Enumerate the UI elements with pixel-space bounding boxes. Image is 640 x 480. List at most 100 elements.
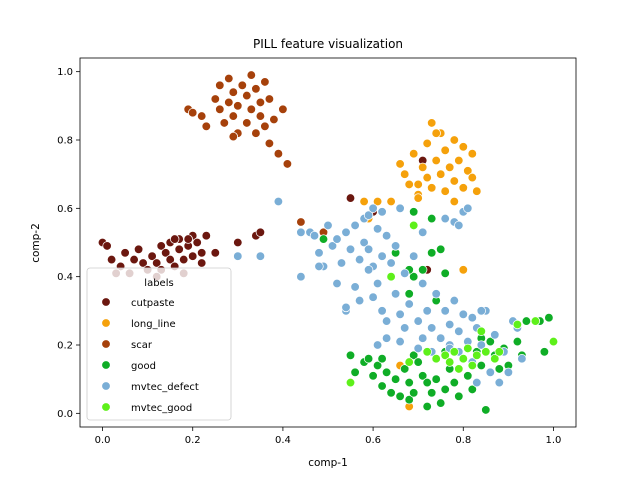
point-mvtec_defect-73 bbox=[440, 213, 450, 224]
point-mvtec_defect-61 bbox=[490, 330, 500, 340]
point-mvtec_defect-89 bbox=[476, 306, 486, 316]
point-long_line-20 bbox=[458, 142, 468, 152]
point-mvtec_good-4 bbox=[440, 350, 450, 360]
point-mvtec_defect-0 bbox=[273, 196, 284, 207]
point-long_line-18 bbox=[454, 155, 464, 166]
point-good-16 bbox=[409, 388, 419, 398]
x-tick-label: 0.0 bbox=[95, 435, 111, 446]
point-mvtec_defect-46 bbox=[440, 306, 450, 316]
point-mvtec_defect-7 bbox=[314, 248, 324, 258]
point-mvtec_defect-62 bbox=[494, 377, 504, 388]
point-long_line-21 bbox=[463, 166, 473, 176]
point-cutpaste-39 bbox=[102, 241, 112, 251]
point-mvtec_good-8 bbox=[458, 354, 468, 364]
x-tick-label: 1.0 bbox=[546, 435, 562, 446]
point-long_line-16 bbox=[449, 176, 459, 186]
y-tick-label: 0.6 bbox=[57, 204, 73, 215]
point-mvtec_defect-10 bbox=[327, 241, 338, 251]
point-good-15 bbox=[404, 395, 414, 405]
point-scar-2 bbox=[197, 111, 207, 121]
point-mvtec_defect-57 bbox=[472, 377, 482, 388]
point-cutpaste-24 bbox=[192, 237, 202, 248]
point-scar-7 bbox=[219, 118, 229, 128]
point-mvtec_defect-68 bbox=[368, 203, 378, 213]
point-scar-30 bbox=[282, 159, 293, 169]
point-good-11 bbox=[390, 374, 401, 384]
point-good-57 bbox=[422, 377, 432, 388]
point-long_line-2 bbox=[404, 179, 414, 190]
point-scar-22 bbox=[255, 111, 266, 121]
point-mvtec_defect-44 bbox=[431, 289, 441, 299]
point-scar-8 bbox=[224, 97, 234, 108]
legend-label-cutpaste: cutpaste bbox=[131, 298, 175, 309]
legend-label-good: good bbox=[131, 361, 156, 372]
point-long_line-3 bbox=[409, 149, 419, 159]
point-scar-3 bbox=[201, 121, 211, 131]
point-cutpaste-13 bbox=[161, 248, 171, 258]
point-scar-18 bbox=[246, 104, 256, 114]
point-good-2 bbox=[350, 367, 360, 377]
point-scar-15 bbox=[242, 90, 252, 101]
point-mvtec_good-12 bbox=[476, 326, 486, 336]
point-scar-25 bbox=[264, 94, 275, 104]
point-mvtec_defect-84 bbox=[372, 340, 383, 350]
point-scar-6 bbox=[215, 80, 225, 90]
point-cutpaste-6 bbox=[133, 244, 144, 254]
point-mvtec_defect-79 bbox=[332, 278, 342, 289]
legend-marker-mvtec_good bbox=[101, 402, 111, 412]
point-cutpaste-14 bbox=[165, 254, 175, 265]
point-good-47 bbox=[409, 272, 419, 282]
point-mvtec_good-10 bbox=[467, 360, 477, 371]
point-mvtec_defect-70 bbox=[395, 203, 405, 213]
point-scar-17 bbox=[246, 70, 256, 80]
point-mvtec_defect-33 bbox=[395, 309, 405, 319]
point-mvtec_good-5 bbox=[445, 357, 455, 367]
point-mvtec_defect-2 bbox=[255, 251, 266, 261]
point-mvtec_defect-69 bbox=[377, 207, 387, 217]
point-long_line-11 bbox=[436, 169, 446, 179]
point-good-12 bbox=[395, 391, 405, 401]
point-good-24 bbox=[440, 384, 450, 395]
point-mvtec_defect-6 bbox=[309, 231, 320, 241]
point-mvtec_defect-86 bbox=[395, 336, 405, 347]
point-mvtec_defect-43 bbox=[427, 323, 437, 333]
legend-label-mvtec_good: mvtec_good bbox=[131, 403, 192, 414]
legend-marker-long_line bbox=[101, 318, 111, 328]
point-scar-12 bbox=[233, 101, 243, 111]
point-long_line-26 bbox=[431, 128, 441, 138]
legend-label-long_line: long_line bbox=[131, 319, 176, 330]
point-mvtec_defect-55 bbox=[467, 313, 477, 323]
point-good-9 bbox=[381, 367, 392, 377]
y-tick-label: 0.4 bbox=[57, 272, 73, 283]
point-cutpaste-5 bbox=[129, 254, 139, 265]
y-tick-label: 0.8 bbox=[57, 136, 73, 147]
point-long_line-29 bbox=[359, 196, 369, 207]
point-mvtec_defect-50 bbox=[454, 326, 464, 336]
point-good-31 bbox=[467, 384, 477, 395]
point-mvtec_defect-24 bbox=[372, 278, 383, 289]
point-scar-28 bbox=[273, 149, 284, 159]
point-good-51 bbox=[436, 244, 446, 254]
point-mvtec_defect-9 bbox=[323, 220, 333, 231]
point-mvtec_defect-38 bbox=[413, 316, 423, 326]
point-long_line-10 bbox=[431, 155, 441, 166]
point-good-6 bbox=[372, 360, 383, 371]
point-long_line-1 bbox=[400, 169, 410, 179]
point-good-35 bbox=[485, 336, 495, 347]
point-mvtec_good-19 bbox=[422, 347, 432, 357]
point-good-45 bbox=[544, 313, 554, 323]
point-mvtec_good-1 bbox=[386, 272, 396, 282]
point-mvtec_good-11 bbox=[472, 350, 482, 360]
point-long_line-27 bbox=[449, 196, 459, 207]
point-good-37 bbox=[494, 364, 504, 374]
legend-box bbox=[86, 267, 232, 421]
point-good-1 bbox=[345, 350, 356, 360]
point-mvtec_defect-32 bbox=[390, 241, 401, 251]
point-scar-26 bbox=[264, 138, 275, 149]
point-mvtec_defect-31 bbox=[390, 289, 401, 299]
point-good-8 bbox=[377, 354, 387, 364]
point-good-14 bbox=[404, 377, 414, 388]
x-axis-label: comp-1 bbox=[308, 457, 348, 469]
point-mvtec_defect-47 bbox=[445, 319, 455, 330]
